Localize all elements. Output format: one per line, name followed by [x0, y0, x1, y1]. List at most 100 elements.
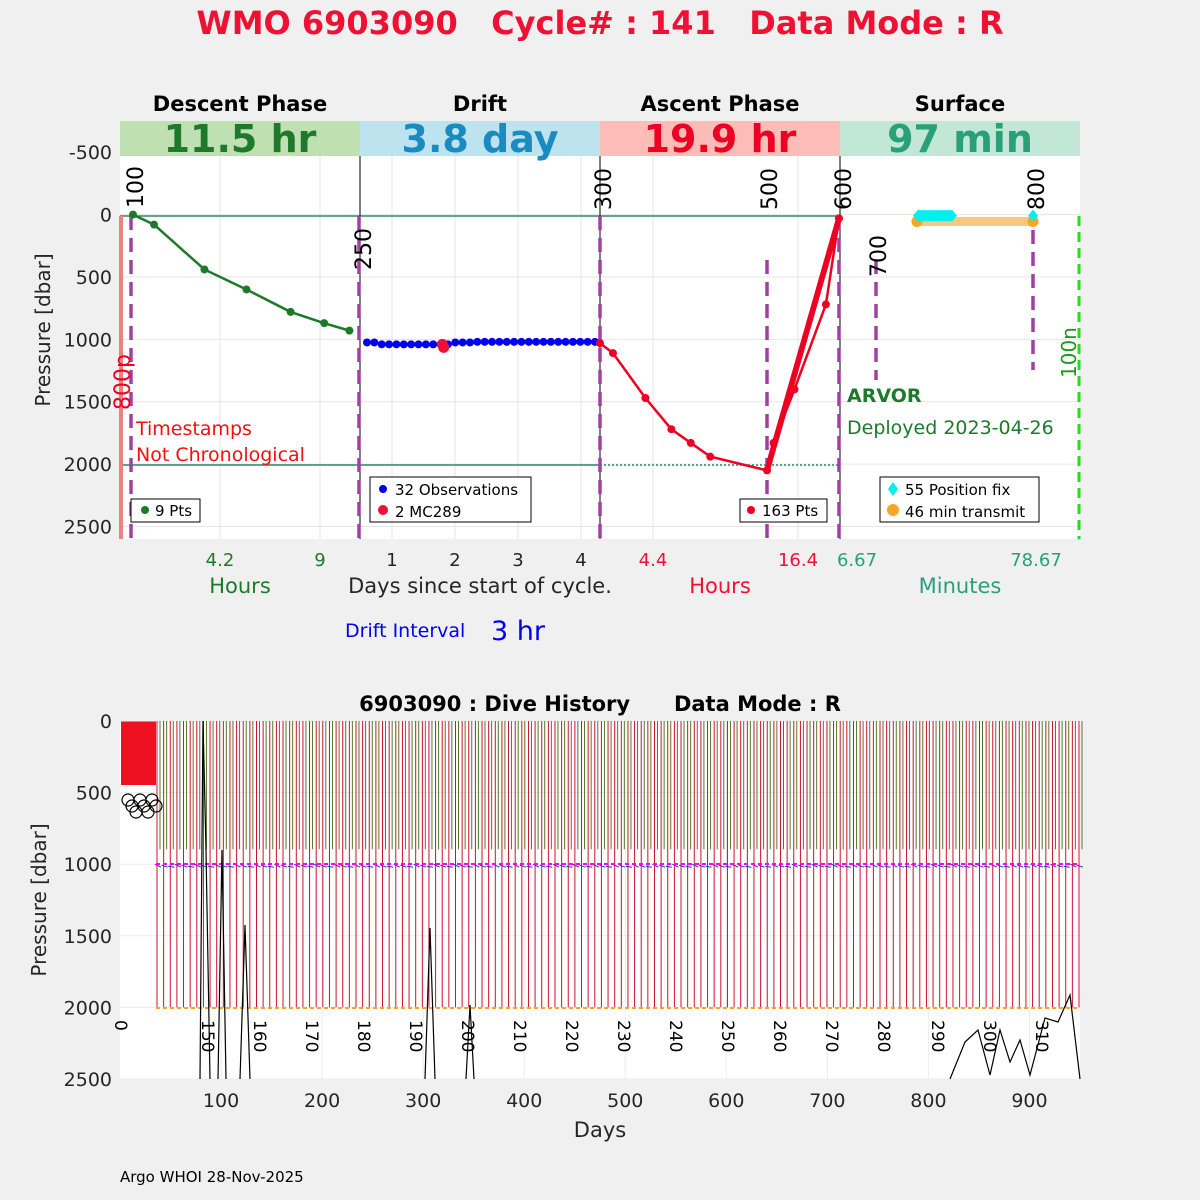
- surface-series: [911, 209, 1039, 227]
- bottom-x-tick-label: 300: [405, 1090, 441, 1112]
- bottom-y-axis-label: Pressure [dbar]: [27, 823, 51, 976]
- cycle-label: 210: [509, 1020, 529, 1052]
- drift-tick-3: 3: [512, 550, 523, 571]
- drift-segment: [877, 864, 885, 868]
- descent-phase-title: Descent Phase: [153, 92, 327, 116]
- descent-start-marker: [119, 216, 123, 539]
- drift-segment: [738, 864, 745, 868]
- surface-duration: 97 min: [887, 117, 1033, 161]
- drift-interval-label: Drift Interval: [345, 620, 465, 642]
- drift-segment: [804, 865, 812, 868]
- drift-series: [363, 337, 599, 353]
- drift-segment: [711, 863, 719, 868]
- cycle-label: 220: [561, 1020, 581, 1052]
- drift-segment: [360, 864, 367, 868]
- grounding-trace-spike-5: [465, 1004, 475, 1080]
- drift-point: [524, 337, 533, 346]
- drift-segment: [413, 863, 420, 868]
- drift-point: [539, 337, 548, 346]
- drift-segment: [818, 864, 825, 868]
- drift-segment: [294, 863, 301, 868]
- drift-legend: 32 Observations 2 MC289: [369, 476, 532, 523]
- drift-segment: [446, 865, 453, 868]
- descent-header-bar: [120, 121, 360, 156]
- cycle-label: 150: [197, 1020, 217, 1052]
- drift-segment: [857, 864, 865, 868]
- label-700: 700: [867, 235, 892, 277]
- ascent-point: [608, 349, 617, 358]
- drift-segment: [758, 864, 765, 868]
- descent-tick-1: 4.2: [206, 550, 235, 571]
- position-fix: [1028, 209, 1038, 222]
- bottom-title: 6903090 : Dive History Data Mode : R: [359, 692, 841, 716]
- drift-segment: [168, 865, 175, 868]
- drift-segment: [725, 865, 732, 868]
- drift-segment: [897, 864, 905, 868]
- drift-segment: [267, 865, 274, 868]
- cycle-label: 240: [665, 1020, 685, 1052]
- drift-segment: [174, 863, 182, 868]
- drift-point: [480, 337, 489, 346]
- bottom-x-axis-label: Days: [574, 1118, 626, 1142]
- drift-segment: [639, 864, 646, 868]
- descent-point: [286, 307, 295, 316]
- descent-point: [150, 220, 159, 229]
- ascent-legend-marker: [747, 506, 755, 514]
- ascent-point: [821, 300, 830, 309]
- ascent-tick-1: 4.4: [639, 550, 668, 571]
- descent-legend-label: 9 Pts: [155, 502, 192, 520]
- top-y-axis: -500 0 500 1000 1500 2000 2500: [64, 142, 112, 538]
- cycle-label: 260: [769, 1020, 789, 1052]
- drift-interval-value: 3 hr: [491, 616, 546, 647]
- drift-segment: [539, 864, 546, 868]
- drift-point: [451, 338, 460, 347]
- bottom-y-tick-label: 2000: [64, 997, 112, 1019]
- drift-point: [385, 340, 394, 349]
- drift-segment: [194, 863, 202, 868]
- drift-segment: [672, 863, 679, 868]
- drift-tick-1: 1: [386, 550, 397, 571]
- drift-tick-2: 2: [449, 550, 460, 571]
- drift-segment: [420, 864, 427, 868]
- drift-point: [407, 340, 416, 349]
- grounding-trace-spike-2: [217, 849, 227, 1080]
- drift-segment: [838, 864, 845, 868]
- drift-segment: [665, 865, 672, 868]
- drift-segment: [997, 864, 1004, 868]
- drift-segment: [572, 863, 580, 868]
- descent-point: [242, 285, 251, 294]
- top-y-tick-label: 1500: [64, 392, 112, 414]
- drift-segment: [1063, 865, 1070, 868]
- drift-segment: [904, 865, 911, 868]
- drift-mc-point: [438, 341, 450, 353]
- drift-segment: [400, 864, 407, 868]
- descent-legend: 9 Pts: [130, 498, 201, 523]
- bottom-x-tick-label: 600: [708, 1090, 744, 1112]
- drift-segment: [260, 864, 268, 868]
- drift-point: [363, 338, 371, 347]
- drift-segment: [479, 864, 487, 868]
- drift-segment: [453, 863, 460, 868]
- bottom-y-tick-label: 1500: [64, 926, 112, 948]
- bottom-x-tick-label: 800: [910, 1090, 946, 1112]
- drift-segment: [1017, 864, 1024, 868]
- ascent-header-bar: [600, 121, 840, 156]
- bottom-x-tick-label: 400: [506, 1090, 542, 1112]
- drift-point: [458, 338, 467, 347]
- label-250: 250: [352, 228, 377, 270]
- cycle-label: 180: [353, 1020, 373, 1052]
- top-y-axis-label: Pressure [dbar]: [31, 253, 55, 406]
- drift-segment: [831, 863, 838, 868]
- drift-segment: [791, 863, 799, 868]
- drift-segment: [241, 864, 248, 868]
- surface-header-bar: [840, 121, 1080, 156]
- cycle-label: 0: [110, 1020, 130, 1031]
- label-300: 300: [592, 168, 617, 210]
- cycle-label: 230: [613, 1020, 633, 1052]
- drift-segment: [705, 865, 712, 868]
- drift-segment: [1050, 863, 1057, 868]
- drift-segment: [566, 865, 573, 868]
- drift-segment: [486, 865, 493, 868]
- ascent-point: [706, 452, 715, 461]
